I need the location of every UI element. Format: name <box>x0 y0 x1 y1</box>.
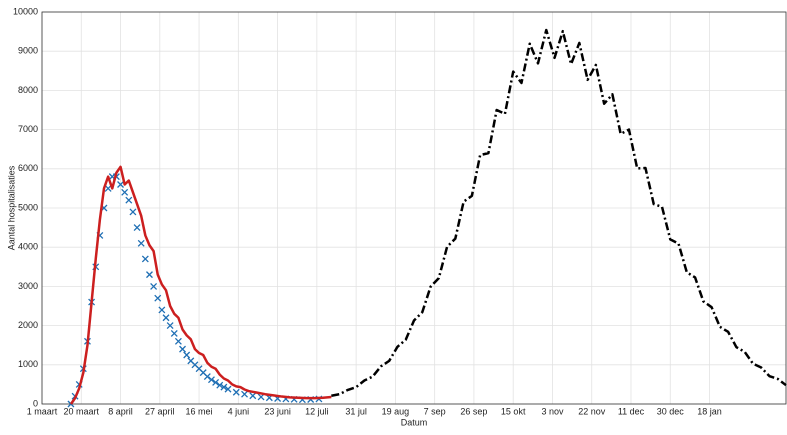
data-marker <box>216 381 224 389</box>
data-marker <box>117 181 124 188</box>
data-marker <box>208 376 215 384</box>
y-tick-label: 7000 <box>18 124 38 134</box>
data-marker <box>133 224 141 232</box>
x-tick-label: 31 jul <box>345 406 367 416</box>
data-line <box>69 165 332 405</box>
y-tick-label: 9000 <box>18 46 38 56</box>
data-marker <box>162 314 170 322</box>
data-marker <box>146 271 153 279</box>
data-marker <box>158 306 166 314</box>
x-tick-label: 4 juni <box>228 406 250 416</box>
plot-frame <box>41 11 787 405</box>
x-axis-label: Datum <box>401 417 428 427</box>
data-line <box>331 28 787 397</box>
y-tick-label: 8000 <box>18 85 38 95</box>
data-marker <box>212 378 220 386</box>
y-tick-label: 4000 <box>18 242 38 252</box>
data-marker <box>224 385 232 393</box>
data-marker <box>174 337 182 345</box>
x-tick-label: 26 sep <box>460 406 487 416</box>
y-tick-label: 10000 <box>13 6 38 16</box>
x-tick-label: 18 jan <box>697 406 722 416</box>
data-marker <box>232 388 240 396</box>
x-tick-label: 1 maart <box>27 406 58 416</box>
x-tick-label: 15 okt <box>501 406 526 416</box>
data-marker <box>129 208 137 216</box>
x-tick-label: 20 maart <box>64 406 100 416</box>
x-tick-label: 12 juli <box>305 406 329 416</box>
y-tick-label: 6000 <box>18 163 38 173</box>
x-tick-label: 16 mei <box>186 406 213 416</box>
data-marker <box>121 188 129 196</box>
data-marker <box>203 373 211 381</box>
x-tick-label: 8 april <box>108 406 133 416</box>
x-tick-label: 7 sep <box>424 406 446 416</box>
data-marker <box>249 392 257 400</box>
x-tick-label: 23 juni <box>264 406 291 416</box>
data-marker <box>104 184 112 192</box>
data-marker <box>141 255 149 263</box>
data-marker <box>179 345 186 353</box>
data-marker <box>154 294 162 302</box>
y-tick-label: 5000 <box>18 202 38 212</box>
data-marker <box>137 239 145 247</box>
data-marker <box>241 390 248 398</box>
data-marker <box>150 282 158 290</box>
data-marker <box>183 351 191 359</box>
x-tick-label: 22 nov <box>578 406 606 416</box>
x-tick-label: 3 nov <box>541 406 564 416</box>
y-tick-label: 3000 <box>18 281 38 291</box>
data-marker <box>166 322 174 330</box>
data-marker <box>220 383 228 391</box>
x-tick-label: 19 aug <box>382 406 410 416</box>
data-marker <box>125 196 133 204</box>
y-tick-label: 2000 <box>18 320 38 330</box>
y-tick-label: 0 <box>33 398 38 408</box>
y-tick-label: 1000 <box>18 359 38 369</box>
y-axis-label: Aantal hospitalisaties <box>6 165 16 250</box>
x-tick-label: 27 april <box>145 406 175 416</box>
x-tick-label: 30 dec <box>657 406 685 416</box>
x-tick-label: 11 dec <box>618 406 645 416</box>
data-marker <box>170 329 178 337</box>
